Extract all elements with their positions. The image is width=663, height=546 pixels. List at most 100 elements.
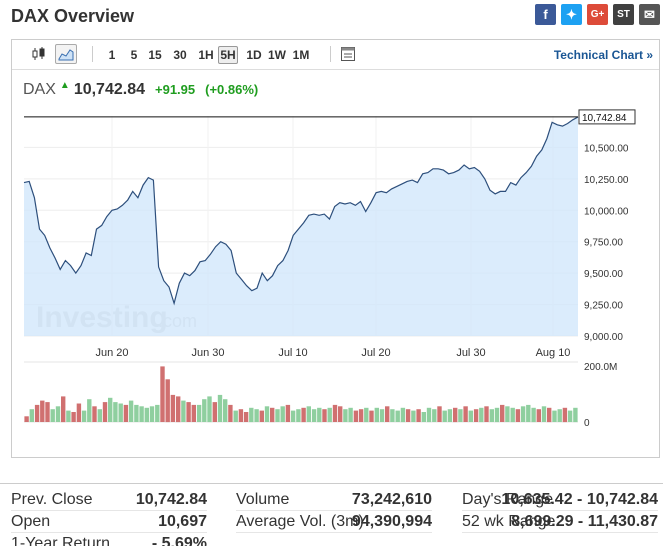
volume-bar xyxy=(541,406,547,422)
volume-bar xyxy=(249,407,254,423)
volume-bar xyxy=(520,406,526,422)
volume-bar xyxy=(358,409,364,422)
timeframe-1w[interactable]: 1W xyxy=(268,48,286,62)
timeframe-30[interactable]: 30 xyxy=(173,48,187,62)
timeframe-1d[interactable]: 1D xyxy=(246,48,262,62)
volume-bar xyxy=(113,402,118,422)
price-chart[interactable]: 10,500.00 10,250.00 10,000.00 9,750.00 9,500… xyxy=(12,40,659,457)
y-tick-label: 9,250.00 xyxy=(584,301,623,312)
volume-bar xyxy=(416,409,421,422)
volume-bar xyxy=(217,394,223,422)
volume-bar xyxy=(573,407,578,423)
social-share-bar: f ✦ G+ ST ✉ xyxy=(535,4,660,25)
facebook-icon[interactable]: f xyxy=(535,4,556,25)
stat-value: 10,697 xyxy=(158,513,207,530)
toolbar-separator xyxy=(330,46,331,62)
volume-bar xyxy=(212,402,217,422)
timeframe-1m[interactable]: 1M xyxy=(292,48,310,62)
stat-value: 94,390,994 xyxy=(351,513,432,530)
volume-bar xyxy=(50,409,55,422)
timeframe-15[interactable]: 15 xyxy=(148,48,162,62)
timeframe-1h[interactable]: 1H xyxy=(198,48,214,62)
volume-bar xyxy=(87,399,92,422)
volume-bar xyxy=(24,416,29,422)
volume-bar xyxy=(71,412,76,422)
price-change-percent: (+0.86%) xyxy=(205,82,259,97)
volume-bar xyxy=(149,406,155,422)
chart-toolbar: 1 5 15 30 1H 5H 1D 1W 1M Technical Chart » xyxy=(12,40,659,70)
stat-volume: Volume 73,242,610 xyxy=(236,489,432,511)
volume-bar xyxy=(134,404,139,422)
timeframe-5h[interactable]: 5H xyxy=(218,46,238,64)
volume-bar xyxy=(76,403,82,422)
volume-bar xyxy=(338,406,343,422)
volume-bar xyxy=(473,409,479,422)
technical-chart-link[interactable]: Technical Chart » xyxy=(553,48,653,62)
last-price: 10,742.84 xyxy=(73,81,145,98)
stat-label: Day's Range xyxy=(462,491,554,508)
x-tick-label: Aug 10 xyxy=(536,347,571,359)
volume-bar xyxy=(510,407,515,423)
volume-bar xyxy=(139,406,144,422)
volume-bar xyxy=(270,407,275,423)
y-tick-label: 10,500.00 xyxy=(584,143,629,154)
volume-bar xyxy=(526,404,531,422)
volume-bar xyxy=(306,406,311,422)
price-line xyxy=(23,116,579,306)
volume-bar xyxy=(332,404,338,422)
timeframe-1[interactable]: 1 xyxy=(108,48,116,62)
volume-max-label: 200.0M xyxy=(584,362,617,373)
volume-bar xyxy=(400,407,406,423)
volume-bar xyxy=(45,402,50,422)
volume-bar xyxy=(374,407,379,423)
volume-bar xyxy=(296,409,301,422)
twitter-icon[interactable]: ✦ xyxy=(561,4,582,25)
volume-bar xyxy=(254,409,259,422)
volume-bar xyxy=(379,409,385,422)
y-tick-label: 9,750.00 xyxy=(584,238,623,249)
volume-bar xyxy=(395,410,400,422)
area-chart-icon[interactable] xyxy=(55,44,77,64)
volume-bar xyxy=(343,409,348,422)
volume-bar xyxy=(557,409,562,422)
toolbar-separator xyxy=(92,46,93,62)
volume-bar xyxy=(128,400,134,422)
volume-bar xyxy=(552,410,557,422)
volume-bar xyxy=(66,410,71,422)
volume-bar xyxy=(411,410,416,422)
chart-panel: 1 5 15 30 1H 5H 1D 1W 1M Technical Chart » DAX ▲… xyxy=(11,39,660,458)
volume-bar xyxy=(29,409,34,422)
email-icon[interactable]: ✉ xyxy=(639,4,660,25)
x-tick-label: Jun 30 xyxy=(191,347,224,359)
volume-bar xyxy=(484,406,489,422)
timeframe-5[interactable]: 5 xyxy=(130,48,138,62)
volume-bar xyxy=(479,407,484,423)
volume-bar xyxy=(165,379,170,423)
stocktwits-icon[interactable]: ST xyxy=(613,4,634,25)
volume-bar xyxy=(505,406,510,422)
chart-settings-icon[interactable] xyxy=(337,44,359,64)
volume-bar xyxy=(40,400,45,422)
volume-bar xyxy=(228,404,233,422)
last-price-label: 10,742.84 xyxy=(582,113,627,124)
volume-bar xyxy=(223,399,228,422)
volume-bar xyxy=(97,409,102,422)
volume-bar xyxy=(108,397,113,422)
stat-label: Prev. Close xyxy=(11,491,93,508)
candlestick-icon[interactable] xyxy=(28,44,50,64)
x-tick-label: Jul 30 xyxy=(456,347,485,359)
google-plus-icon[interactable]: G+ xyxy=(587,4,608,25)
last-price-tag xyxy=(578,109,636,125)
volume-bar xyxy=(102,402,108,422)
stat-value: - 5.69% xyxy=(151,535,207,546)
stats-table: Prev. Close 10,742.84 Volume 73,242,610 Day'… xyxy=(0,483,663,546)
volume-bar xyxy=(233,410,238,422)
volume-bar xyxy=(348,407,353,423)
stat-label: Open xyxy=(11,513,51,530)
x-tick-label: Jul 20 xyxy=(361,347,390,359)
volume-bar xyxy=(317,407,322,423)
price-change: +91.95 xyxy=(155,82,196,97)
quote-line: DAX ▲ 10,742.84 +91.95 (+0.86%) xyxy=(23,80,259,99)
stat-value: 10,742.84 xyxy=(135,491,207,508)
volume-bar xyxy=(327,407,332,423)
